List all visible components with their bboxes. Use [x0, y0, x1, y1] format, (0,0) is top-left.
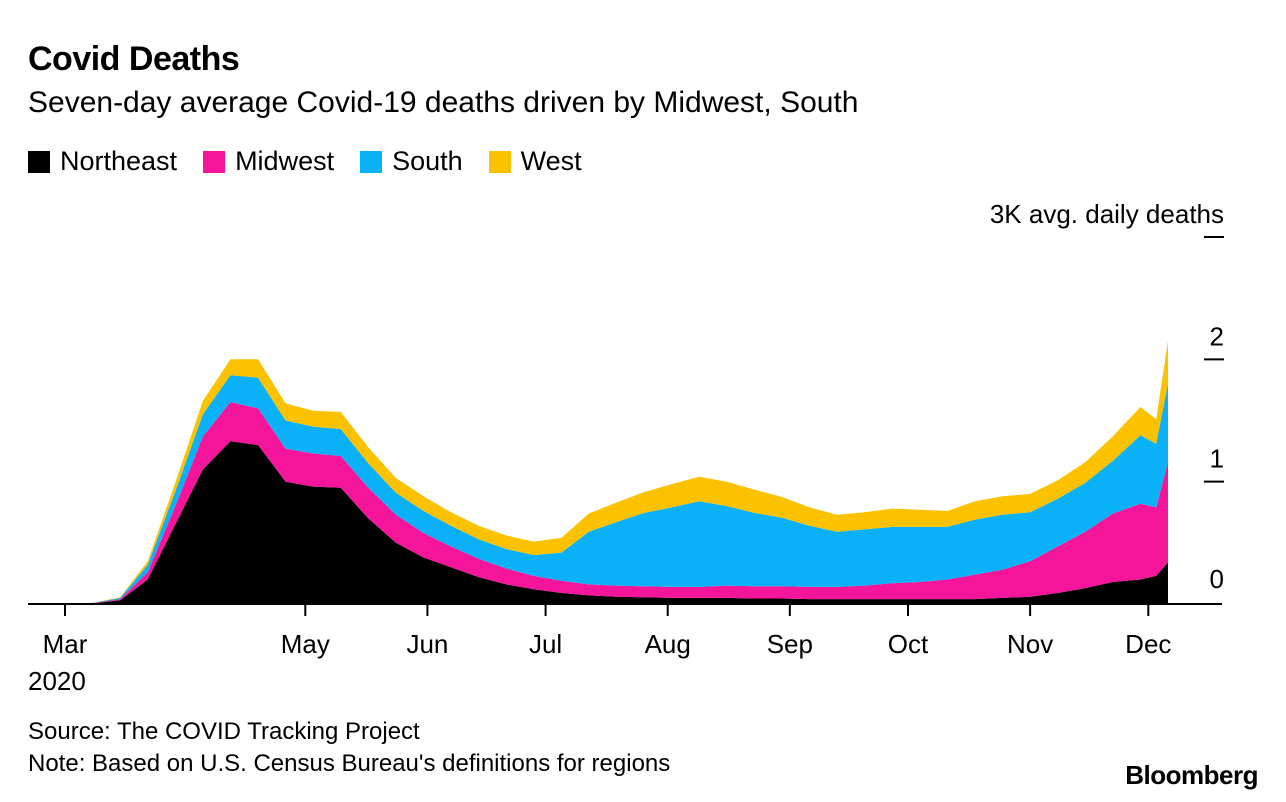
legend-swatch-northeast	[28, 150, 50, 173]
chart-subtitle: Seven-day average Covid-19 deaths driven…	[28, 86, 859, 119]
legend-label-midwest: Midwest	[235, 146, 335, 176]
area-northeast	[65, 441, 1168, 604]
legend-label-northeast: Northeast	[60, 146, 178, 176]
x-tick-label: Jul	[529, 629, 562, 659]
y-tick-label: 3K avg. daily deaths	[990, 199, 1224, 229]
legend-item-northeast: Northeast	[28, 146, 177, 177]
x-tick-label: Oct	[888, 629, 929, 659]
x-tick-label: May	[281, 629, 330, 659]
regions-note: Note: Based on U.S. Census Bureau's defi…	[28, 750, 671, 777]
x-tick-label: Nov	[1007, 629, 1053, 659]
area-south	[65, 375, 1168, 604]
x-tick-label: Dec	[1125, 629, 1171, 659]
legend-swatch-west	[488, 150, 511, 173]
legend-item-midwest: Midwest	[203, 146, 334, 177]
legend: Northeast Midwest South West	[28, 146, 582, 177]
bloomberg-logo: Bloomberg	[1125, 760, 1258, 790]
legend-item-south: South	[360, 146, 463, 177]
x-tick-label: Mar	[43, 629, 88, 659]
legend-label-south: South	[392, 146, 463, 176]
y-tick-label: 0	[1210, 564, 1224, 594]
source-note: Source: The COVID Tracking Project	[28, 718, 420, 745]
legend-item-west: West	[488, 146, 582, 177]
x-tick-label: Aug	[645, 629, 691, 659]
chart-title: Covid Deaths	[28, 40, 240, 78]
legend-swatch-south	[360, 150, 383, 173]
x-tick-label: Jun	[406, 629, 448, 659]
x-year-label: 2020	[28, 666, 86, 696]
legend-swatch-midwest	[203, 150, 226, 173]
x-tick-label: Sep	[767, 629, 813, 659]
y-tick-label: 2	[1210, 321, 1224, 351]
y-tick-label: 1	[1210, 444, 1224, 474]
legend-label-west: West	[520, 146, 582, 176]
area-midwest	[65, 402, 1168, 604]
